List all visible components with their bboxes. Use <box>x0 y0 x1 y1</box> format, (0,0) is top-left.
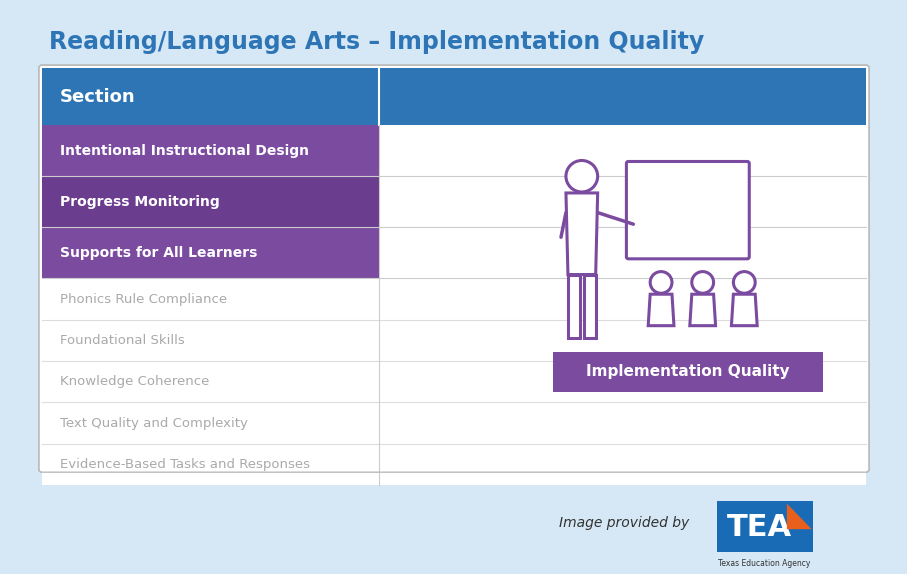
FancyBboxPatch shape <box>717 501 813 552</box>
Text: Implementation Quality: Implementation Quality <box>586 364 790 379</box>
Bar <box>379 320 866 361</box>
Text: Texas Education Agency: Texas Education Agency <box>718 559 811 568</box>
Text: Phonics Rule Compliance: Phonics Rule Compliance <box>60 293 227 305</box>
Circle shape <box>734 272 756 293</box>
Polygon shape <box>566 193 598 274</box>
Text: Section: Section <box>60 88 135 106</box>
Bar <box>42 176 379 227</box>
Polygon shape <box>787 503 812 529</box>
Bar <box>42 402 379 444</box>
Text: Image provided by: Image provided by <box>559 516 689 530</box>
Text: Knowledge Coherence: Knowledge Coherence <box>60 375 209 388</box>
Circle shape <box>650 272 672 293</box>
Bar <box>42 361 379 402</box>
Bar <box>379 402 866 444</box>
Bar <box>379 444 866 485</box>
Polygon shape <box>731 294 757 325</box>
Text: Text Quality and Complexity: Text Quality and Complexity <box>60 417 248 429</box>
Text: Supports for All Learners: Supports for All Learners <box>60 246 257 260</box>
Text: Reading/Language Arts – Implementation Quality: Reading/Language Arts – Implementation Q… <box>49 29 704 53</box>
Circle shape <box>566 161 598 192</box>
Polygon shape <box>649 294 674 325</box>
Bar <box>42 320 379 361</box>
FancyBboxPatch shape <box>553 352 823 391</box>
Text: Foundational Skills: Foundational Skills <box>60 334 184 347</box>
Bar <box>379 176 866 227</box>
Bar <box>42 444 379 485</box>
Bar <box>379 278 866 320</box>
FancyBboxPatch shape <box>39 65 869 472</box>
Bar <box>42 227 379 278</box>
FancyBboxPatch shape <box>627 161 749 259</box>
Bar <box>42 278 379 320</box>
Bar <box>379 125 866 176</box>
Text: Intentional Instructional Design: Intentional Instructional Design <box>60 144 308 158</box>
Polygon shape <box>568 274 580 339</box>
Text: Evidence-Based Tasks and Responses: Evidence-Based Tasks and Responses <box>60 458 309 471</box>
Text: Progress Monitoring: Progress Monitoring <box>60 195 219 209</box>
Polygon shape <box>690 294 716 325</box>
Bar <box>379 361 866 402</box>
Bar <box>42 68 866 125</box>
Text: TEA: TEA <box>727 513 792 542</box>
Bar <box>42 125 379 176</box>
Bar <box>379 227 866 278</box>
Circle shape <box>692 272 714 293</box>
Polygon shape <box>584 274 596 339</box>
